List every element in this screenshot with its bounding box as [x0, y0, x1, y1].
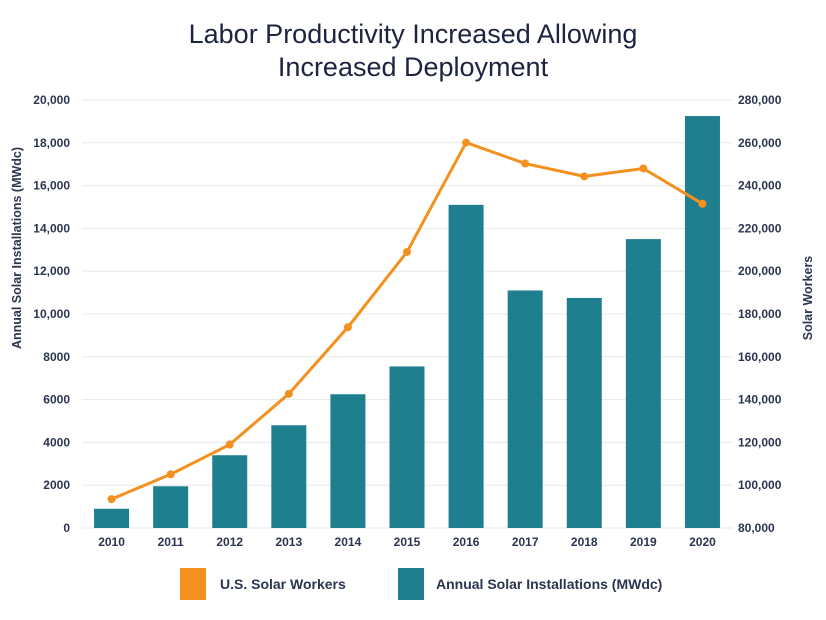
point-2015: [403, 247, 411, 256]
right-tick-label: 100,000: [738, 478, 782, 492]
bar-2015: [389, 366, 425, 528]
right-tick-label: 160,000: [738, 350, 782, 364]
point-2011: [166, 470, 175, 479]
x-tick-label: 2015: [394, 535, 421, 549]
x-tick-label: 2014: [335, 535, 362, 549]
right-axis-title: Solar Workers: [801, 256, 815, 341]
right-axis-ticks: 80,000 100,000 120,000 140,000 160,000 180,00…: [738, 93, 782, 535]
x-tick-label: 2018: [571, 535, 598, 549]
right-tick-label: 260,000: [738, 136, 782, 150]
point-2014: [343, 323, 352, 332]
x-tick-label: 2010: [98, 535, 125, 549]
left-tick-label: 4000: [43, 435, 70, 449]
left-tick-label: 2000: [43, 478, 70, 492]
point-2020: [698, 199, 707, 208]
chart-title: Labor Productivity Increased Allowing In…: [0, 18, 826, 84]
bar-2017: [507, 290, 543, 528]
bar-2013: [271, 425, 307, 528]
right-tick-label: 120,000: [738, 435, 782, 449]
legend-label-installations: Annual Solar Installations (MWdc): [436, 576, 662, 592]
right-tick-label: 240,000: [738, 179, 782, 193]
legend-label-solar-workers: U.S. Solar Workers: [220, 576, 346, 592]
x-tick-label: 2017: [512, 535, 539, 549]
bar-series: [94, 116, 720, 529]
x-tick-label: 2019: [630, 535, 657, 549]
x-tick-label: 2013: [275, 535, 302, 549]
point-2012: [225, 440, 234, 449]
bar-2018: [566, 297, 602, 528]
point-2019: [639, 164, 648, 173]
point-2010: [107, 495, 116, 504]
x-tick-label: 2011: [158, 535, 184, 549]
x-axis-ticks: 2010 2011 2012 2013 2014 2015 2016 2017 2018 2019…: [98, 535, 716, 549]
x-tick-label: 2020: [689, 535, 716, 549]
chart-title-line-2: Increased Deployment: [277, 52, 549, 82]
bar-2011: [153, 486, 189, 528]
left-tick-label: 10,000: [33, 307, 70, 321]
left-axis-title: Annual Solar Installations (MWdc): [10, 147, 24, 349]
point-2013: [284, 389, 293, 398]
point-2016: [462, 138, 471, 147]
right-tick-label: 180,000: [738, 307, 782, 321]
left-tick-label: 0: [63, 521, 70, 535]
left-axis-ticks: 0 2000 4000 6000 8000 10,000 12,000 14,000 16,00…: [33, 93, 70, 535]
right-tick-label: 220,000: [738, 221, 782, 235]
legend-swatch-solar-workers: [180, 568, 206, 600]
left-tick-label: 14,000: [33, 221, 70, 235]
legend: U.S. Solar Workers Annual Solar Installa…: [180, 568, 662, 600]
bar-2020: [684, 116, 720, 529]
legend-swatch-installations: [398, 568, 424, 600]
left-tick-label: 8000: [43, 350, 70, 364]
right-tick-label: 80,000: [738, 521, 775, 535]
bar-2016: [448, 204, 484, 529]
line-series: [107, 138, 707, 504]
chart-title-line-1: Labor Productivity Increased Allowing: [188, 19, 638, 49]
x-tick-label: 2016: [453, 535, 480, 549]
left-tick-label: 18,000: [33, 136, 70, 150]
x-tick-label: 2012: [216, 535, 243, 549]
left-tick-label: 6000: [43, 393, 70, 407]
point-2017: [521, 159, 530, 168]
bar-2019: [625, 239, 661, 528]
left-tick-label: 16,000: [33, 179, 70, 193]
right-tick-label: 280,000: [738, 93, 782, 107]
bar-2014: [330, 394, 366, 528]
left-tick-label: 20,000: [33, 93, 70, 107]
point-2018: [580, 172, 589, 181]
right-tick-label: 200,000: [738, 264, 782, 278]
bar-2010: [94, 508, 130, 528]
bar-2012: [212, 455, 248, 528]
gridlines: [82, 99, 732, 529]
left-tick-label: 12,000: [33, 264, 70, 278]
right-tick-label: 140,000: [738, 393, 782, 407]
